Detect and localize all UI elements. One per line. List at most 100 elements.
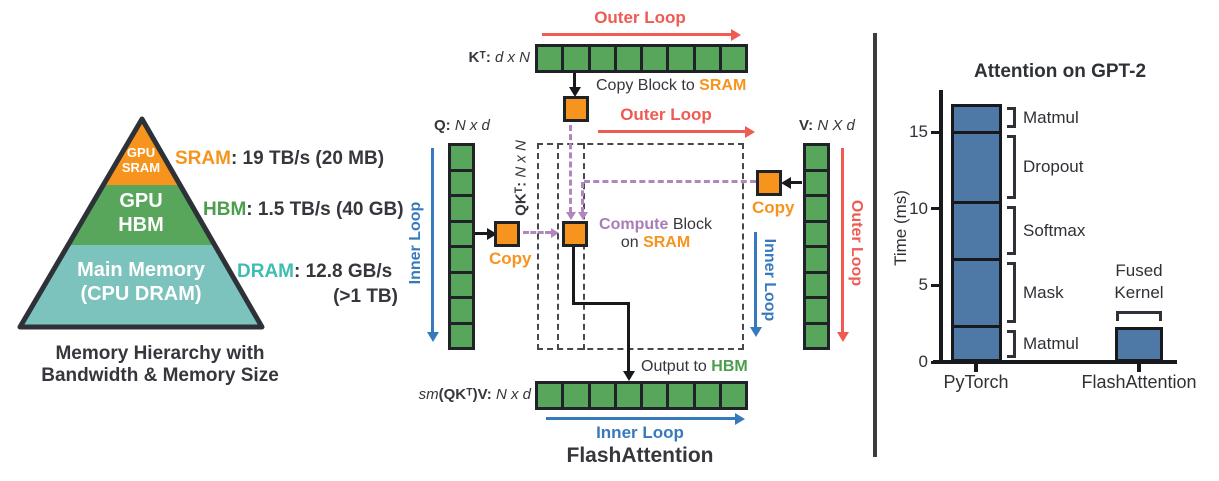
kt-to-compute-arrowhead-icon: [565, 212, 576, 220]
copy-block-to-sram-label: Copy Block to SRAM: [596, 77, 746, 95]
v-block-cell: [806, 146, 827, 169]
fused-kernel-label-line1: Fused: [1115, 261, 1163, 280]
q-matrix-blocks: [448, 143, 475, 350]
inner-loop-arrowhead-bottom-icon: [735, 412, 745, 425]
segment-label: Matmul: [1023, 108, 1079, 128]
annotation-dram-keyword: DRAM: [237, 261, 294, 282]
v-block-cell: [806, 197, 827, 220]
kt-copy-arrow: [573, 73, 576, 88]
output-block-cell: [669, 384, 693, 407]
annotation-hbm: HBM: 1.5 TB/s (40 GB): [203, 199, 404, 221]
q-to-compute-arrowhead-icon: [551, 227, 559, 238]
chart-title: Attention on GPT-2: [973, 61, 1147, 82]
y-tick: [931, 207, 942, 211]
outer-loop-label-mid: Outer Loop: [620, 105, 712, 124]
output-arrowhead-icon: [622, 371, 635, 381]
inner-loop-label-bottom: Inner Loop: [596, 423, 684, 442]
kt-to-compute-dashed-line: [569, 125, 572, 213]
segment-label: Mask: [1023, 283, 1064, 302]
output-to-hbm-label: Output to HBM: [641, 358, 748, 376]
sram-copy-block-q: [494, 221, 520, 247]
segment-bracket: [1007, 135, 1016, 199]
y-tick: [931, 283, 942, 287]
kt-block-cell: [616, 47, 640, 70]
output-block-cell: [616, 384, 640, 407]
q-block-cell: [451, 248, 472, 271]
diagram-caption: FlashAttention: [566, 444, 714, 467]
outer-loop-arrow-right: [841, 148, 844, 333]
v-matrix-label: V: N X d: [799, 117, 855, 134]
q-block-cell: [451, 324, 472, 347]
y-tick-label: 5: [918, 275, 928, 295]
kt-matrix-blocks: [535, 44, 748, 73]
sram-copy-block-top: [563, 96, 589, 122]
chart-x-axis: [933, 360, 1177, 364]
pyramid-level-gpu-hbm: [68, 185, 215, 245]
annotation-dram-size: (>1 TB): [333, 286, 398, 307]
copy-label-v: Copy: [752, 198, 795, 217]
pyramid-outline: [17, 116, 265, 330]
compute-block: [562, 221, 588, 247]
output-name: (QKᵀ)V:: [438, 386, 492, 403]
memory-pyramid: [17, 116, 265, 330]
q-block-cell: [451, 273, 472, 296]
v-copy-arrowhead-icon: [781, 176, 791, 189]
inner-loop-arrow-left: [431, 148, 434, 333]
pyramid-label-gpu-hbm-line1: GPU: [119, 190, 163, 212]
outer-loop-arrowhead-right-icon: [836, 332, 849, 342]
copy-block-prefix: Copy Block to: [596, 77, 700, 94]
kt-dims: d x N: [494, 49, 530, 66]
output-path-v2: [627, 302, 630, 372]
segment-bracket: [1007, 262, 1016, 323]
q-block-cell: [451, 146, 472, 169]
y-tick-label: 0: [918, 352, 928, 371]
on-keyword: SRAM: [643, 234, 691, 251]
kt-block-cell: [695, 47, 719, 70]
compute-keyword: Compute: [599, 216, 669, 233]
output-matrix-blocks: [535, 381, 748, 410]
y-tick-label: 15: [909, 122, 928, 141]
x-category-label: PyTorch: [943, 372, 1009, 392]
q-name: Q:: [434, 117, 451, 134]
pyramid-caption-line1: Memory Hierarchy with: [55, 343, 265, 364]
inner-loop-arrowhead-left-icon: [426, 332, 439, 342]
v-to-compute-arrowhead-icon: [577, 212, 588, 220]
kt-matrix-label: Kᵀ: d x N: [455, 49, 530, 66]
x-tick: [974, 364, 978, 372]
qkt-dashed-box: [537, 143, 744, 350]
q-block-cell: [451, 299, 472, 322]
q-dims: N x d: [454, 117, 490, 134]
segment-label: Matmul: [1023, 334, 1079, 354]
q-block-cell: [451, 197, 472, 220]
q-matrix-label: Q: N x d: [434, 117, 490, 134]
kt-copy-arrowhead-icon: [568, 87, 581, 97]
v-block-cell: [806, 273, 827, 296]
v-to-compute-dashed-line-h: [584, 180, 756, 183]
bar-segment-separator: [951, 130, 1002, 134]
x-category-label: FlashAttention: [1081, 372, 1197, 392]
v-copy-arrow: [789, 181, 802, 184]
outer-loop-label-top: Outer Loop: [594, 8, 686, 27]
segment-label: Softmax: [1023, 220, 1086, 240]
chart-y-axis: [939, 90, 943, 364]
output-matrix-label: sm(QKᵀ)V: N x d: [410, 386, 531, 403]
outer-loop-arrow-mid: [598, 130, 746, 133]
segment-label: Dropout: [1023, 157, 1084, 177]
v-block-cell: [806, 299, 827, 322]
annotation-sram-text: : 19 TB/s (20 MB): [230, 148, 385, 169]
annotation-hbm-keyword: HBM: [203, 199, 247, 220]
output-prefix: Output to: [641, 358, 712, 375]
compute-suffix: Block: [668, 216, 712, 233]
sram-copy-block-v: [756, 170, 782, 196]
kt-block-cell: [590, 47, 614, 70]
y-tick: [931, 360, 942, 364]
inner-loop-arrowhead-inbox-icon: [749, 327, 762, 337]
panel-divider: [873, 33, 877, 457]
kt-block-cell: [538, 47, 562, 70]
q-block-cell: [451, 171, 472, 194]
q-copy-arrow: [475, 232, 488, 235]
bar-pytorch: [951, 104, 1002, 362]
bar-segment-separator: [951, 257, 1002, 261]
